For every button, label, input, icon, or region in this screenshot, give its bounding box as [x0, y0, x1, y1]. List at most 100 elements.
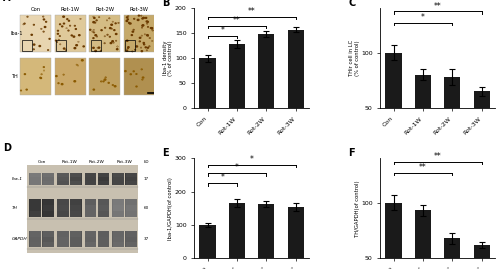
Bar — [98, 236, 109, 242]
Text: Con: Con — [38, 160, 46, 164]
Bar — [58, 231, 68, 236]
Circle shape — [128, 22, 130, 23]
Bar — [30, 231, 41, 236]
Text: TH: TH — [12, 206, 18, 210]
Text: 37: 37 — [144, 237, 149, 241]
Bar — [98, 199, 110, 217]
Bar — [54, 15, 86, 52]
Bar — [42, 242, 54, 247]
Circle shape — [74, 48, 76, 49]
Bar — [258, 204, 274, 258]
Text: **: ** — [419, 163, 427, 172]
Bar — [126, 199, 136, 205]
Bar — [126, 205, 136, 211]
Bar — [58, 211, 68, 217]
Bar — [57, 199, 69, 217]
Bar — [30, 231, 41, 247]
Bar — [112, 205, 124, 211]
Circle shape — [133, 71, 134, 72]
Bar — [258, 34, 274, 108]
Bar — [112, 173, 124, 177]
Circle shape — [130, 23, 131, 24]
Bar — [98, 211, 109, 217]
Circle shape — [112, 41, 114, 42]
Text: GAPDH: GAPDH — [12, 237, 27, 241]
Circle shape — [62, 84, 63, 85]
Bar — [56, 40, 66, 51]
Circle shape — [134, 49, 136, 50]
Bar — [70, 231, 82, 236]
Circle shape — [43, 31, 44, 32]
Bar — [126, 177, 136, 181]
Circle shape — [68, 20, 70, 21]
Bar — [28, 165, 138, 253]
Bar — [444, 238, 460, 269]
Bar — [84, 231, 96, 247]
Bar — [30, 242, 41, 247]
Circle shape — [142, 79, 143, 80]
Bar — [30, 236, 41, 242]
Bar — [70, 181, 82, 185]
Circle shape — [138, 19, 139, 20]
Circle shape — [101, 30, 102, 31]
Text: 17: 17 — [144, 177, 149, 181]
Bar — [42, 211, 54, 217]
Bar — [30, 173, 41, 177]
Text: *: * — [250, 155, 254, 164]
Bar — [98, 199, 109, 205]
Bar — [42, 231, 54, 236]
Bar — [112, 199, 124, 217]
Text: C: C — [348, 0, 356, 8]
Text: Rot-3W: Rot-3W — [130, 7, 148, 12]
Bar — [58, 242, 68, 247]
Text: *: * — [421, 13, 425, 22]
Circle shape — [78, 35, 80, 36]
Bar — [124, 15, 154, 52]
Circle shape — [104, 43, 105, 44]
Circle shape — [136, 86, 137, 87]
Text: *: * — [220, 174, 224, 182]
Bar — [124, 58, 154, 95]
Circle shape — [129, 23, 130, 24]
Circle shape — [82, 60, 83, 61]
Bar — [42, 181, 54, 185]
Circle shape — [73, 36, 74, 37]
Bar — [42, 173, 54, 177]
Y-axis label: Iba-1/GAPDH(of control): Iba-1/GAPDH(of control) — [168, 177, 173, 240]
Bar — [415, 75, 431, 164]
Bar — [70, 231, 82, 247]
Bar — [42, 231, 54, 247]
Bar — [229, 203, 245, 258]
Bar — [126, 211, 136, 217]
Bar — [42, 199, 54, 217]
Bar — [22, 40, 32, 51]
Circle shape — [94, 17, 95, 19]
Bar — [58, 236, 68, 242]
Bar — [288, 30, 304, 108]
Bar — [126, 181, 136, 185]
Circle shape — [146, 21, 148, 22]
Bar — [126, 236, 136, 242]
Bar — [85, 177, 96, 181]
Circle shape — [27, 16, 28, 17]
Circle shape — [152, 30, 153, 31]
Text: Rot-3W: Rot-3W — [116, 160, 132, 164]
Y-axis label: THir cell in LC
(% of control): THir cell in LC (% of control) — [349, 40, 360, 76]
Bar — [474, 91, 490, 164]
Bar — [30, 199, 41, 205]
Circle shape — [131, 35, 132, 36]
Text: TH: TH — [10, 74, 18, 79]
Y-axis label: TH/GAPDH(of control): TH/GAPDH(of control) — [354, 180, 360, 236]
Bar — [85, 242, 96, 247]
Bar — [57, 173, 69, 185]
Bar — [112, 236, 124, 242]
Circle shape — [101, 81, 102, 82]
Circle shape — [93, 89, 94, 90]
Bar — [42, 177, 54, 181]
Bar — [125, 199, 137, 217]
Bar — [112, 199, 124, 205]
Text: 60: 60 — [144, 206, 149, 210]
Bar — [200, 225, 216, 258]
Circle shape — [62, 26, 63, 27]
Bar — [98, 231, 110, 247]
